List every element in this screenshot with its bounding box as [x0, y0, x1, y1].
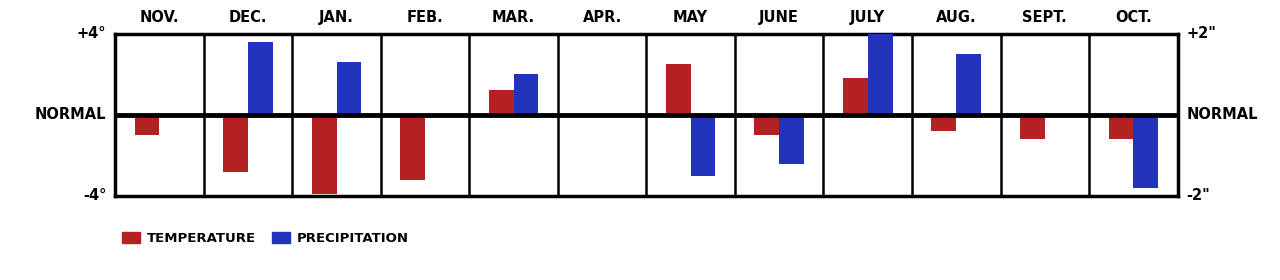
- Bar: [754, 115, 780, 135]
- Bar: [134, 115, 160, 135]
- Text: JUNE: JUNE: [759, 10, 799, 25]
- Bar: [312, 115, 337, 194]
- Text: MAR.: MAR.: [492, 10, 535, 25]
- Bar: [844, 78, 868, 115]
- Text: MAY: MAY: [673, 10, 708, 25]
- Text: NORMAL: NORMAL: [35, 107, 106, 122]
- Bar: [1133, 115, 1158, 188]
- Bar: [248, 42, 273, 115]
- Bar: [223, 115, 248, 172]
- Text: APR.: APR.: [582, 10, 622, 25]
- Text: -2": -2": [1187, 188, 1210, 204]
- Text: NORMAL: NORMAL: [1187, 107, 1258, 122]
- Text: JULY: JULY: [850, 10, 886, 25]
- Text: +2": +2": [1187, 26, 1216, 41]
- Text: SEPT.: SEPT.: [1023, 10, 1068, 25]
- Bar: [401, 115, 425, 180]
- Bar: [1108, 115, 1133, 139]
- Bar: [956, 54, 980, 115]
- Bar: [691, 115, 716, 176]
- Bar: [489, 90, 513, 115]
- Bar: [513, 74, 539, 115]
- Text: NOV.: NOV.: [140, 10, 179, 25]
- Bar: [666, 64, 691, 115]
- Text: JAN.: JAN.: [319, 10, 355, 25]
- Bar: [1020, 115, 1044, 139]
- Bar: [337, 62, 361, 115]
- Text: DEC.: DEC.: [229, 10, 268, 25]
- Text: FEB.: FEB.: [407, 10, 443, 25]
- Bar: [932, 115, 956, 131]
- Text: -4°: -4°: [83, 188, 106, 204]
- Text: +4°: +4°: [77, 26, 106, 41]
- Legend: TEMPERATURE, PRECIPITATION: TEMPERATURE, PRECIPITATION: [122, 232, 408, 245]
- Bar: [868, 0, 892, 115]
- Bar: [780, 115, 804, 164]
- Text: AUG.: AUG.: [936, 10, 977, 25]
- Text: OCT.: OCT.: [1115, 10, 1152, 25]
